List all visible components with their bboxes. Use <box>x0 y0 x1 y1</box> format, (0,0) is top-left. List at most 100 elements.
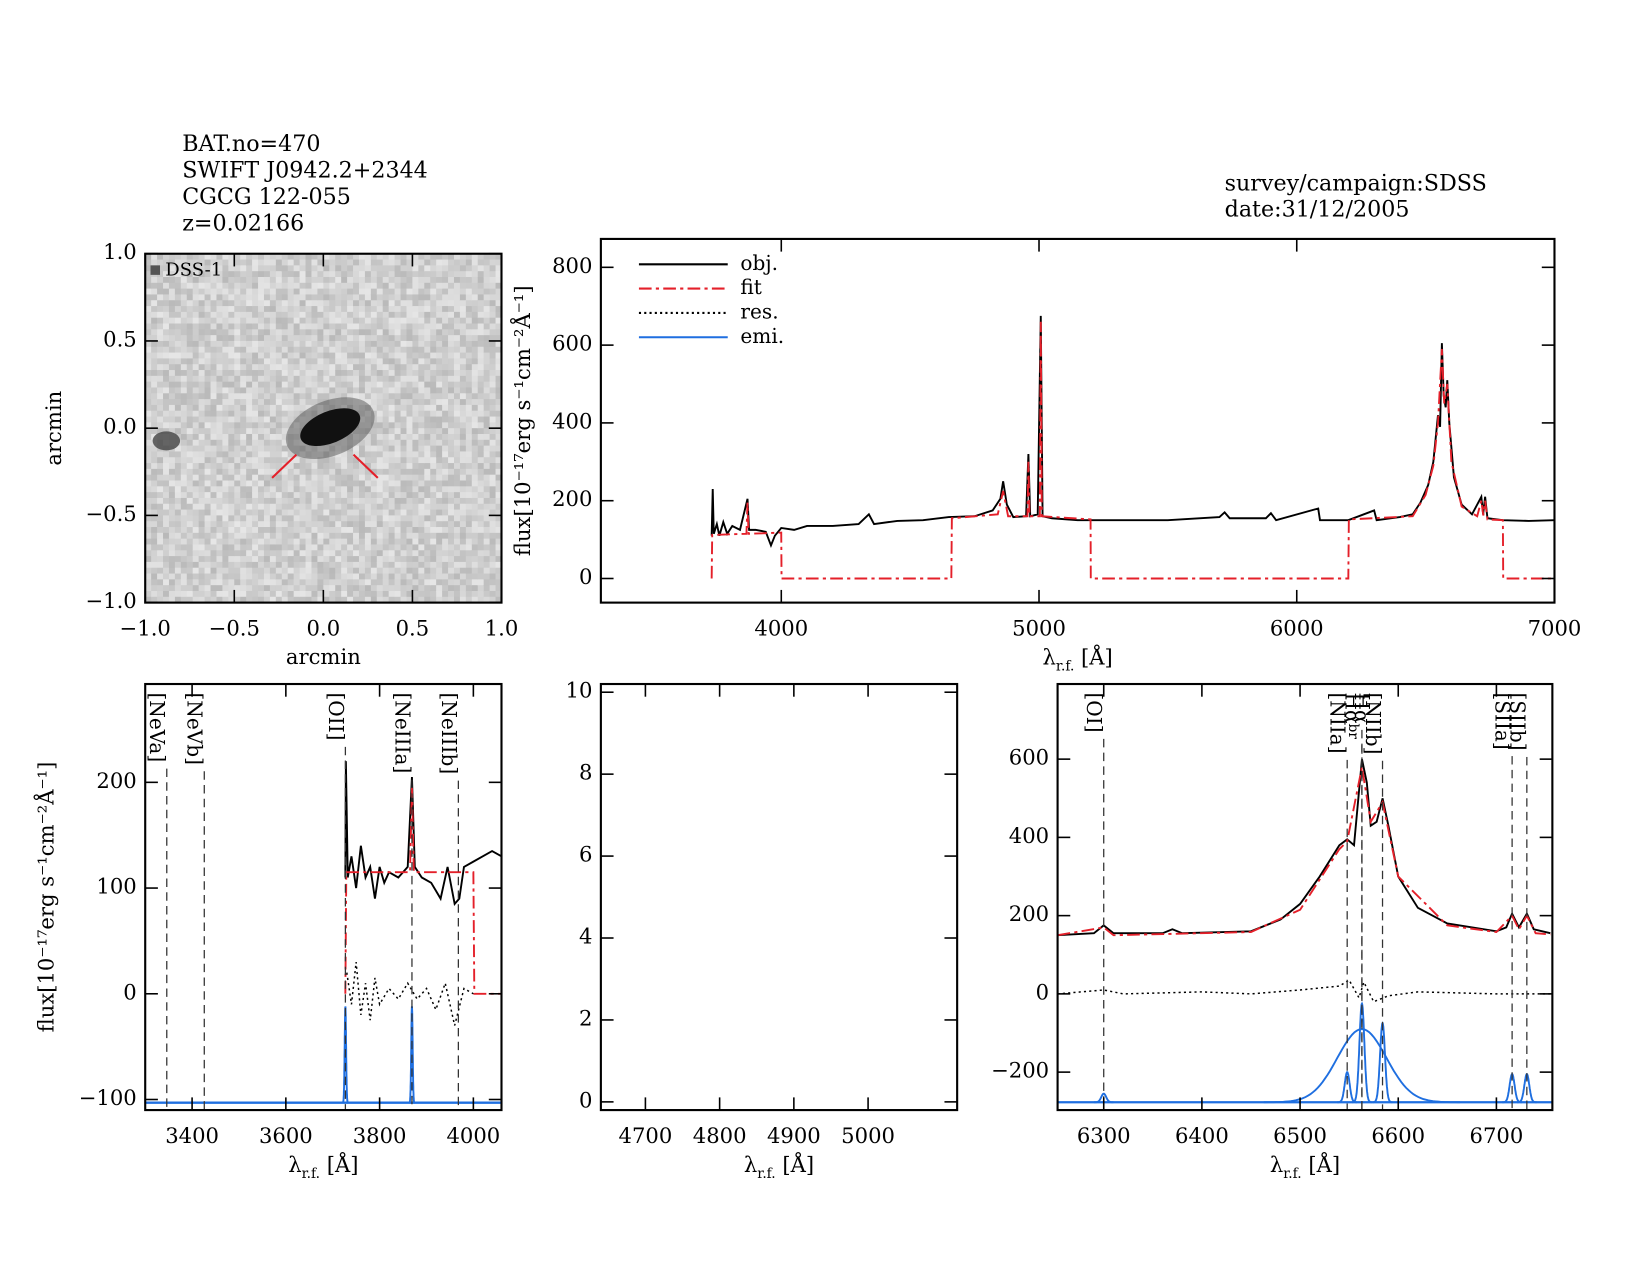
pixel <box>269 532 277 540</box>
pixel <box>174 532 182 540</box>
pixel <box>192 451 200 458</box>
pixel <box>424 463 431 470</box>
pixel <box>406 422 414 429</box>
pixel <box>192 550 200 557</box>
pixel <box>263 556 271 563</box>
pixel <box>353 503 360 511</box>
pixel <box>192 573 200 580</box>
pixel <box>275 596 283 603</box>
pixel <box>364 509 372 517</box>
pixel <box>228 428 235 435</box>
pixel <box>424 259 431 266</box>
pixel <box>394 474 402 482</box>
pixel <box>222 585 229 592</box>
pixel <box>234 358 241 365</box>
pixel <box>186 381 194 389</box>
pixel <box>198 468 206 476</box>
y-tick-label: 100 <box>96 874 136 899</box>
pixel <box>388 399 396 406</box>
pixel <box>471 474 479 482</box>
pixel <box>145 474 152 482</box>
pixel <box>459 509 467 517</box>
pixel <box>436 567 443 575</box>
y-tick-label: 0 <box>123 979 136 1004</box>
pixel <box>145 265 152 272</box>
pixel <box>192 457 200 464</box>
pixel <box>305 521 313 528</box>
pixel <box>287 538 295 546</box>
pixel <box>157 410 164 418</box>
pixel <box>483 288 491 296</box>
pixel <box>477 550 485 557</box>
pixel <box>341 352 348 360</box>
pixel <box>364 527 372 534</box>
pixel <box>376 340 384 348</box>
pixel <box>347 579 354 586</box>
pixel <box>222 556 229 563</box>
pixel <box>204 474 212 482</box>
y-tick-label: 400 <box>1009 823 1049 848</box>
pixel <box>418 515 425 522</box>
pixel <box>157 457 164 464</box>
pixel <box>311 527 319 534</box>
pixel <box>483 596 491 603</box>
pixel <box>281 573 289 580</box>
legend-label: emi. <box>740 324 784 348</box>
pixel <box>204 381 212 389</box>
pixel <box>281 340 289 348</box>
pixel <box>424 282 431 290</box>
pixel <box>281 497 289 505</box>
pixel <box>299 317 307 325</box>
pixel <box>358 335 366 342</box>
pixel <box>198 433 206 441</box>
y-tick-label: −200 <box>991 1058 1049 1083</box>
pixel <box>210 509 218 517</box>
pixel <box>448 416 455 423</box>
pixel <box>198 404 206 412</box>
pixel <box>263 346 271 354</box>
pixel <box>299 393 307 400</box>
pixel <box>180 253 188 261</box>
pixel <box>234 480 241 487</box>
pixel <box>263 282 271 290</box>
pixel <box>412 480 419 487</box>
pixel <box>400 276 408 284</box>
pixel <box>198 474 206 482</box>
pixel <box>145 422 152 429</box>
pixel <box>465 404 473 412</box>
pixel <box>186 393 194 400</box>
pixel <box>412 300 419 307</box>
pixel <box>347 544 354 551</box>
pixel <box>145 596 152 603</box>
pixel <box>180 451 188 458</box>
pixel <box>489 282 497 290</box>
pixel <box>204 579 212 586</box>
pixel <box>483 404 491 412</box>
pixel <box>400 538 408 546</box>
pixel <box>157 317 164 325</box>
pixel <box>370 329 378 336</box>
pixel <box>329 468 336 476</box>
pixel <box>151 393 158 400</box>
pixel <box>157 294 164 301</box>
pixel <box>483 253 491 261</box>
pixel <box>370 253 378 261</box>
pixel <box>376 404 384 412</box>
pixel <box>210 404 218 412</box>
pixel <box>317 573 324 580</box>
pixel <box>353 561 360 569</box>
pixel <box>335 503 342 511</box>
pixel <box>263 381 271 389</box>
pixel <box>210 556 218 563</box>
pixel <box>406 550 414 557</box>
pixel <box>382 585 390 592</box>
pixel <box>477 492 485 499</box>
pixel <box>406 346 414 354</box>
pixel <box>341 532 348 540</box>
pixel <box>448 282 455 290</box>
pixel <box>186 335 194 342</box>
pixel <box>311 468 319 476</box>
pixel <box>406 404 414 412</box>
frame <box>144 682 503 1112</box>
pixel <box>477 433 485 441</box>
